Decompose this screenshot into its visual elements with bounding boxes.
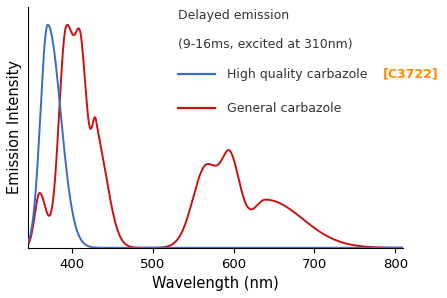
Text: [C3722]: [C3722] bbox=[383, 68, 439, 81]
Y-axis label: Emission Intensity: Emission Intensity bbox=[7, 60, 22, 194]
Text: General carbazole: General carbazole bbox=[227, 102, 341, 115]
X-axis label: Wavelength (nm): Wavelength (nm) bbox=[152, 276, 279, 291]
Text: (9-16ms, excited at 310nm): (9-16ms, excited at 310nm) bbox=[178, 38, 353, 51]
Text: Delayed emission: Delayed emission bbox=[178, 9, 289, 22]
Text: High quality carbazole: High quality carbazole bbox=[227, 68, 371, 81]
